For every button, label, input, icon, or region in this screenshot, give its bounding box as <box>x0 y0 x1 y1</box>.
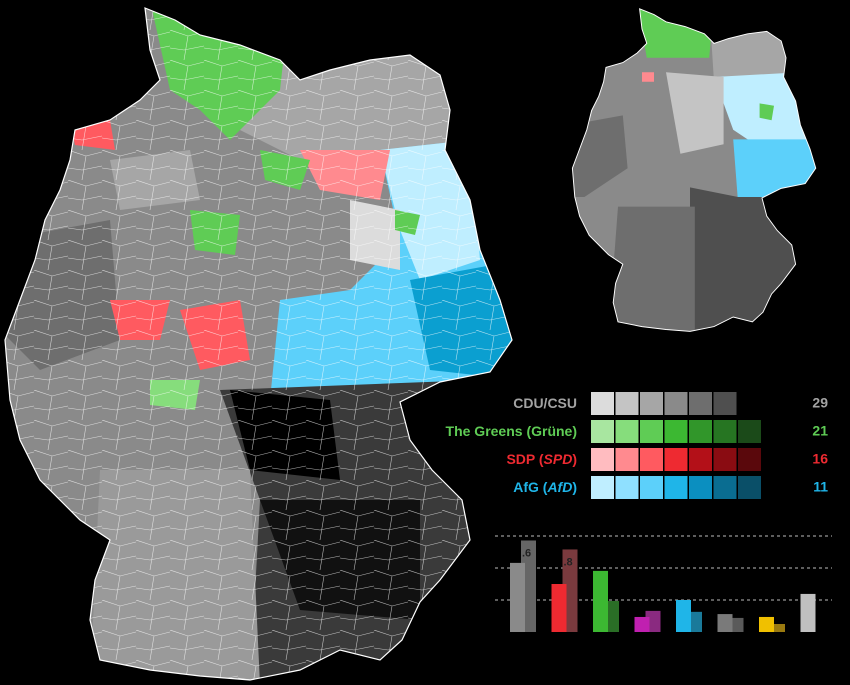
seat-count: 29 <box>812 395 828 411</box>
color-swatch <box>738 476 761 499</box>
bar-label: .8 <box>564 556 573 568</box>
color-swatch <box>591 392 614 415</box>
main-map <box>4 7 513 681</box>
state <box>642 72 654 82</box>
bar <box>800 593 816 632</box>
color-swatch <box>713 476 737 499</box>
state <box>690 187 816 332</box>
color-swatch <box>738 420 761 443</box>
legend-label: SDP (SPD) <box>506 451 577 467</box>
color-swatch <box>640 476 663 499</box>
bar-label: .6 <box>522 547 531 559</box>
color-swatch <box>591 476 614 499</box>
bar <box>676 600 691 632</box>
label-part: ) <box>572 451 577 467</box>
color-swatch <box>713 420 737 443</box>
color-swatch <box>738 448 761 471</box>
district-lines <box>5 8 512 680</box>
bar <box>770 624 785 632</box>
inset-map <box>571 8 817 332</box>
bar <box>593 570 608 632</box>
color-swatch <box>664 392 688 415</box>
color-swatch <box>689 476 712 499</box>
color-swatch <box>664 420 688 443</box>
color-swatch <box>664 476 688 499</box>
state <box>608 206 695 332</box>
state <box>709 8 796 82</box>
seat-count: 21 <box>812 423 828 439</box>
map-regions <box>5 8 512 680</box>
color-swatch <box>591 448 614 471</box>
state <box>666 72 724 154</box>
color-swatch <box>615 420 639 443</box>
color-swatch <box>591 420 614 443</box>
seat-count: 16 <box>812 451 828 467</box>
bar <box>759 616 774 632</box>
bar <box>634 616 650 632</box>
bar <box>717 614 733 632</box>
label-part: SPD <box>544 451 573 467</box>
color-swatch <box>615 448 639 471</box>
color-swatch <box>689 448 712 471</box>
bar <box>510 562 525 632</box>
label-part: AfG ( <box>513 479 548 495</box>
color-swatch <box>640 448 663 471</box>
color-swatch <box>689 420 712 443</box>
legend-label: CDU/CSU <box>513 395 577 411</box>
bar <box>551 584 567 632</box>
legend: CDU/CSU 29 The Greens (Grüne) 21 SDP (SPD) 16… <box>446 392 828 499</box>
color-swatch <box>689 392 712 415</box>
color-swatch <box>713 392 737 415</box>
color-swatch <box>640 392 663 415</box>
label-part: CDU/CSU <box>513 395 577 411</box>
legend-label: The Greens (Grüne) <box>446 423 577 439</box>
color-swatch <box>713 448 737 471</box>
color-swatch <box>664 448 688 471</box>
color-swatch <box>640 420 663 443</box>
label-part: ) <box>572 479 577 495</box>
label-part: The Greens (Grüne) <box>446 423 577 439</box>
label-part: AfD <box>546 479 572 495</box>
legend-label: AfG (AfD) <box>513 479 577 495</box>
state <box>733 139 816 202</box>
state <box>759 103 774 121</box>
bar-chart: .6 .8 <box>495 535 832 632</box>
color-swatch <box>615 476 639 499</box>
seat-count: 11 <box>813 479 828 495</box>
label-part: SDP ( <box>506 451 543 467</box>
color-swatch <box>615 392 639 415</box>
